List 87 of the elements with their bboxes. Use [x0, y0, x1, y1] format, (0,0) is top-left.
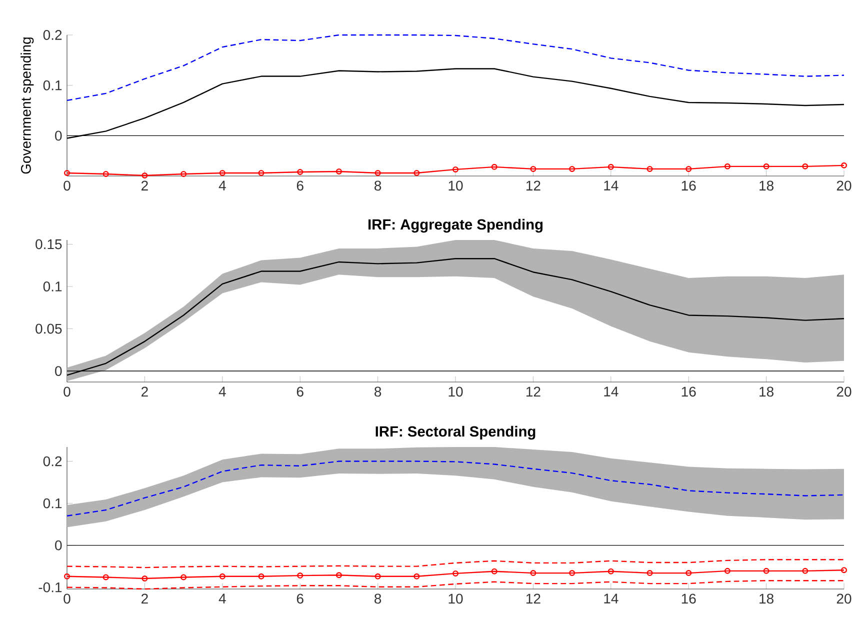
x-tick-label: 8 [374, 180, 382, 191]
y-tick-label: 0 [55, 130, 62, 141]
x-tick-label: 8 [374, 386, 382, 397]
x-tick-label: 20 [836, 386, 852, 397]
x-tick-label: 16 [682, 594, 696, 604]
point [530, 570, 536, 576]
x-tick-label: 16 [682, 180, 696, 191]
y-axis-title: Government spending [20, 38, 34, 174]
x-tick-label: 12 [526, 180, 540, 190]
x-tick-label: 16 [682, 386, 696, 397]
x-tick-label: 10 [448, 180, 463, 191]
point [452, 166, 459, 172]
x-tick-label: 0 [64, 386, 70, 397]
point [686, 166, 692, 172]
line-series [66, 68, 845, 139]
x-tick-label: 18 [760, 180, 774, 191]
y-tick-label: 0 [55, 366, 62, 376]
point [569, 166, 576, 172]
point [763, 568, 770, 574]
line-series [66, 258, 845, 376]
x-tick-label: 18 [760, 386, 774, 397]
point [569, 570, 576, 576]
x-tick-label: 6 [296, 594, 304, 604]
point [219, 170, 226, 176]
x-tick-label: 6 [296, 180, 304, 191]
x-tick-label: 2 [142, 180, 148, 190]
point [336, 572, 342, 578]
point [724, 163, 730, 170]
point [102, 170, 109, 177]
x-tick-label: 6 [296, 386, 304, 397]
x-tick-label: 18 [760, 594, 774, 604]
x-tick-label: 10 [448, 594, 463, 604]
x-tick-label: 12 [526, 594, 540, 604]
point [646, 570, 653, 576]
point [763, 163, 770, 170]
point [802, 568, 808, 574]
point [646, 166, 653, 172]
point [608, 164, 614, 170]
x-tick-label: 12 [526, 386, 540, 396]
point [724, 568, 730, 574]
x-tick-label: 4 [218, 594, 226, 604]
y-tick-label: 0.15 [36, 239, 62, 250]
point [219, 573, 226, 580]
y-tick-label: 0.1 [43, 80, 62, 90]
point [802, 163, 808, 170]
y-tick-label: 0.2 [43, 30, 62, 40]
y-tick-label: -0.1 [38, 582, 62, 592]
x-tick-label: 8 [374, 594, 382, 604]
x-tick-label: 4 [218, 386, 226, 396]
x-tick-label: 14 [604, 594, 618, 604]
point [297, 572, 304, 579]
x-tick-label: 2 [142, 386, 148, 396]
x-tick-label: 4 [218, 180, 226, 190]
x-tick-label: 20 [836, 594, 852, 604]
point [258, 573, 264, 580]
point [374, 573, 381, 580]
point [142, 575, 148, 582]
point [374, 170, 381, 176]
x-tick-label: 0 [64, 180, 70, 191]
y-tick-label: 0 [55, 540, 62, 550]
point [608, 568, 614, 574]
point [491, 164, 498, 170]
point [530, 166, 536, 172]
x-tick-label: 14 [604, 180, 618, 190]
point [491, 568, 498, 574]
point [258, 170, 264, 176]
x-tick-label: 10 [448, 386, 463, 397]
y-tick-label: 0.1 [43, 282, 62, 292]
point [414, 170, 420, 176]
point [336, 168, 342, 174]
point [180, 574, 187, 580]
chart-title: IRF: Sectoral Spending [376, 426, 536, 440]
chart-title: IRF: Aggregate Spending [368, 218, 543, 233]
point [142, 172, 148, 178]
point [686, 570, 692, 576]
point [297, 168, 304, 175]
y-tick-label: 0.2 [43, 456, 62, 466]
point [180, 170, 187, 177]
point [452, 570, 459, 576]
y-tick-label: 0.1 [43, 498, 62, 508]
point [102, 574, 109, 580]
x-tick-label: 20 [836, 180, 852, 191]
x-tick-label: 2 [142, 594, 148, 604]
x-tick-label: 14 [604, 386, 618, 396]
x-tick-label: 0 [64, 594, 70, 604]
y-tick-label: 0.05 [36, 324, 62, 334]
point [414, 573, 420, 580]
